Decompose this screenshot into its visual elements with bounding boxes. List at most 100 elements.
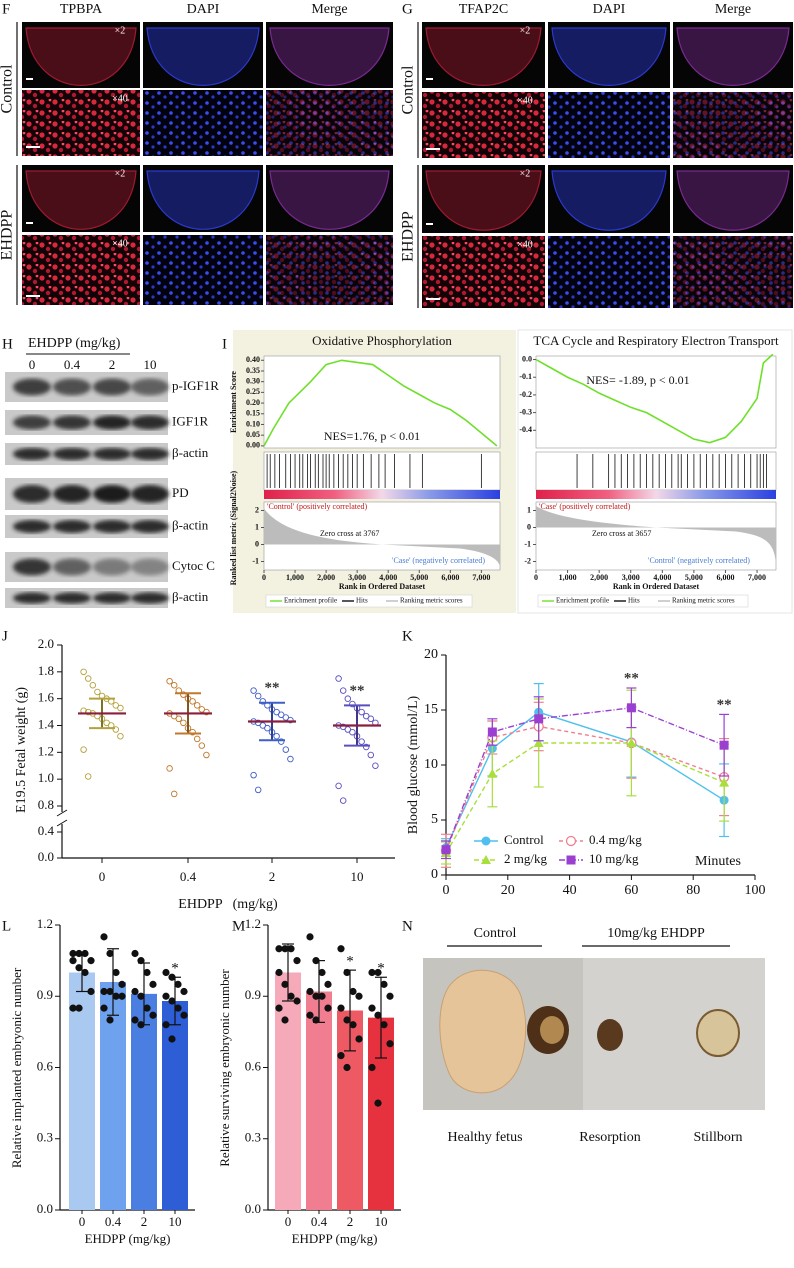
image-overlay [266,235,393,305]
y-tick-label: 1 [527,505,531,514]
dot [149,980,157,988]
legend-marker [481,855,491,864]
legend-label: 2 mg/kg [504,851,547,866]
y-tick-label: 0.10 [246,419,260,428]
y-tick-label: 5 [431,812,438,827]
band [13,415,51,430]
dot [335,675,342,682]
dot [100,933,108,941]
dot [149,1011,157,1019]
column-header: DAPI [187,2,220,17]
x-tick-label: 0.4 [105,1214,122,1229]
dot [112,726,120,733]
dot [118,980,126,988]
band [53,592,91,604]
dot [69,957,77,965]
legend-label: 10 mg/kg [589,851,639,866]
y-tick-label: 1.8 [38,663,54,678]
image [548,236,670,308]
tissue [25,170,137,230]
dot [69,1004,77,1012]
tissue [676,27,790,86]
treatment-label: EHDPP (mg/kg) [28,336,121,351]
panel-letter: J [2,628,8,644]
dot [84,675,92,682]
tissue [676,170,790,231]
x-tick-label: 7,000 [748,573,766,582]
dot [259,698,267,705]
dot [80,668,87,676]
fetus [439,969,527,1094]
legend-box [537,594,749,608]
stillborn [696,1009,740,1057]
correlation-label: 'Case' (positively correlated) [539,502,631,511]
tissue [25,27,137,86]
column-header: DAPI [593,2,626,17]
y-tick-label: 0.40 [246,355,260,364]
significance: ** [350,683,365,699]
dot [282,746,290,753]
y-tick-label: 0.9 [37,987,53,1002]
x-axis-label: EHDPP (mg/kg) [85,1231,171,1246]
y-tick-label: 0.0 [245,1201,261,1216]
column-header: TPBPA [60,2,103,17]
y-tick-label: 0 [527,522,531,531]
panel-letter: N [402,918,413,934]
scale-bar [26,295,40,297]
y-tick-label: 0.9 [245,987,261,1002]
x-tick-label: 1,000 [286,573,304,582]
marker [719,777,730,787]
y-tick-label: -0.1 [519,372,532,381]
bar [306,991,332,1210]
dot [250,771,257,779]
dot [343,1016,351,1024]
dot [100,987,108,996]
y-tick-label: 1.6 [38,690,55,705]
image-overlay [266,90,393,156]
tissue [146,27,260,86]
tissue [551,27,667,86]
x-tick-label: 4,000 [379,573,397,582]
significance: * [377,961,385,977]
chart-title: TCA Cycle and Respiratory Electron Trans… [533,333,779,348]
tissue [425,170,542,231]
y-tick-label: 0.20 [246,398,260,407]
dot [203,751,210,759]
y-tick-label: 0.0 [37,1201,53,1216]
y-tick-label: 1.2 [38,743,54,758]
y-tick-label: 0.30 [246,377,260,386]
image [548,22,670,88]
y-tick-label: 0.0 [38,849,54,864]
x-axis-label: EHDPP (mg/kg) [292,1231,378,1246]
panel-letter: H [2,336,13,352]
dot [318,968,326,977]
dot [324,1004,332,1012]
dot [275,1004,283,1012]
x-tick-label: 0.4 [311,1214,328,1229]
color-bar [264,490,500,499]
scale-bar [426,223,433,225]
dot [193,702,201,709]
dot [374,968,382,977]
bar [69,972,95,1210]
bar [162,1001,188,1210]
x-axis-label: Rank in Ordered Dataset [339,582,426,591]
chart-title: Oxidative Phosphorylation [312,333,452,348]
significance: ** [624,670,639,686]
dot [193,735,201,743]
marker [626,738,637,747]
dot [106,949,114,958]
image [673,22,793,88]
band [131,592,169,604]
band [53,415,91,430]
column-header: TFAP2C [459,2,509,17]
dot [162,968,170,977]
dot [254,786,262,794]
y-tick-label: -0.4 [519,425,532,434]
magnification: ×2 [520,25,531,36]
dot [386,1040,394,1048]
band [53,520,91,533]
dot [117,704,124,712]
bar [100,982,126,1210]
caption: Stillborn [693,1130,742,1145]
